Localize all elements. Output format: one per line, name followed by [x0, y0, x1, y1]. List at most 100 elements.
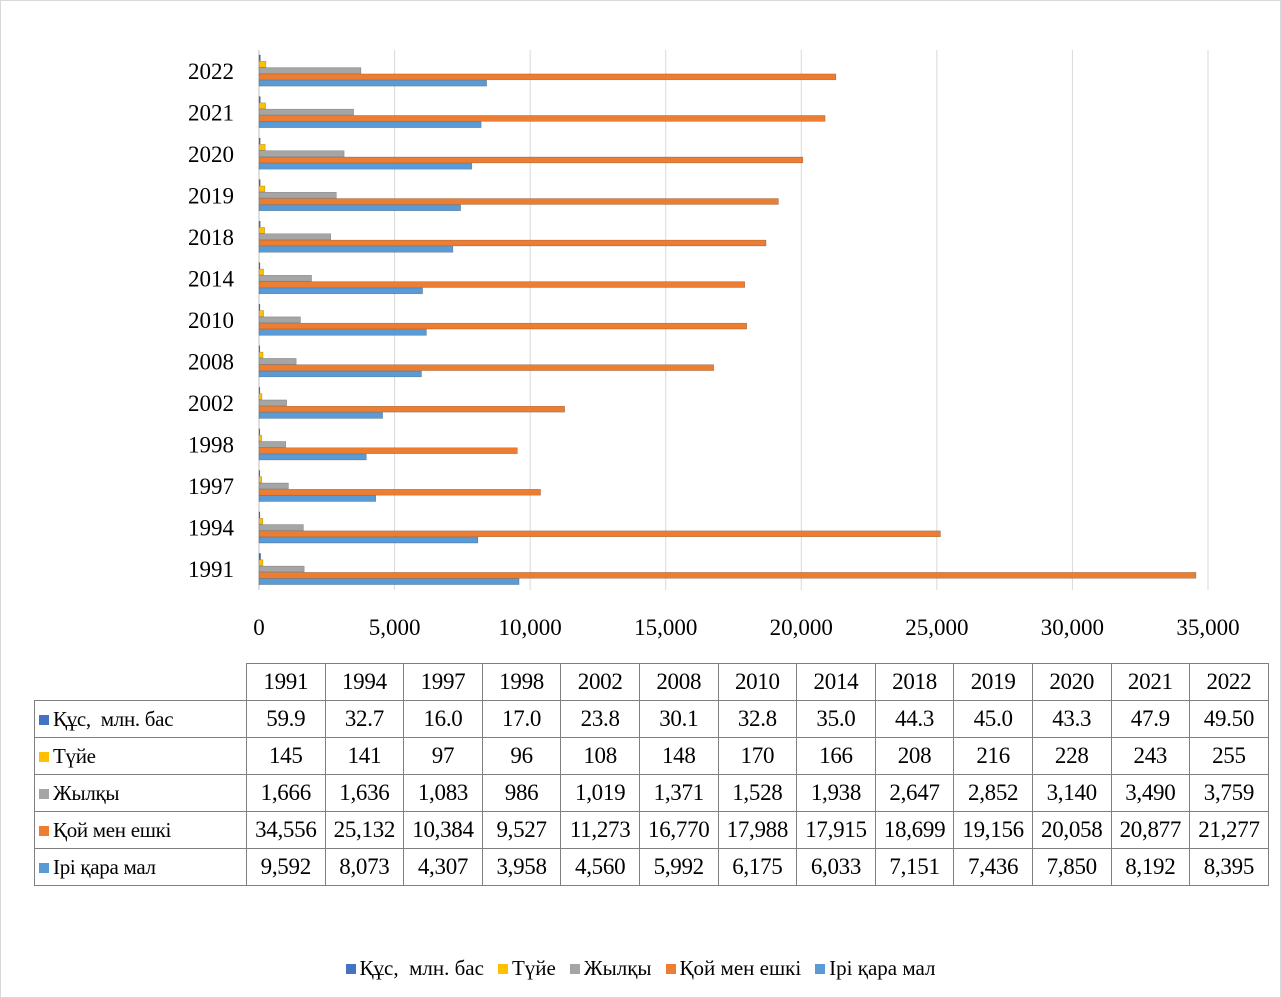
table-cell: 9,527 — [481, 811, 562, 849]
x-tick-label: 0 — [253, 615, 265, 640]
table-cell: 9,592 — [246, 848, 326, 886]
table-cell: 2,852 — [953, 774, 1033, 812]
table-year-header: 2018 — [874, 663, 955, 701]
table-year-header: 1997 — [403, 663, 483, 701]
table-series-label: Қой мен ешкі — [34, 811, 247, 849]
table-cell: 1,528 — [717, 774, 798, 812]
table-cell: 1,019 — [560, 774, 640, 812]
y-tick-label: 2020 — [188, 142, 234, 167]
table-cell: 25,132 — [324, 811, 405, 849]
y-tick-label: 1994 — [188, 516, 235, 541]
table-cell: 4,560 — [560, 848, 640, 886]
bar — [258, 262, 261, 269]
bar — [258, 482, 289, 490]
table-year-header: 2019 — [953, 663, 1033, 701]
table-cell: 7,151 — [874, 848, 955, 886]
y-tick-label: 2021 — [188, 100, 234, 125]
bar — [258, 470, 261, 477]
table-cell: 20,877 — [1110, 811, 1191, 849]
table-cell: 34,556 — [246, 811, 326, 849]
table-corner — [35, 664, 247, 701]
table-cell: 49.50 — [1189, 700, 1269, 738]
bar — [258, 287, 423, 295]
table-series-label: Ірі қара мал — [34, 848, 247, 886]
table-row: Түйе 145 141 97 96 108 148 170 166 208 216 228 243 25… — [34, 737, 1269, 775]
bar — [258, 351, 264, 359]
table-cell: 21,277 — [1189, 811, 1269, 849]
bar — [258, 227, 265, 234]
bar — [258, 578, 520, 585]
table-cell: 8,073 — [324, 848, 405, 886]
table-cell: 170 — [717, 737, 798, 775]
bar — [258, 115, 826, 122]
legend-swatch — [569, 964, 580, 974]
table-year-header: 2014 — [796, 663, 876, 701]
bar — [258, 345, 261, 352]
table-cell: 166 — [796, 737, 876, 775]
legend-item: Түйе — [497, 956, 556, 981]
table-cell: 3,759 — [1189, 774, 1269, 812]
table-cell: 1,371 — [638, 774, 719, 812]
bar — [258, 54, 261, 62]
table-cell: 3,490 — [1110, 774, 1191, 812]
bar — [258, 511, 261, 519]
table-cell: 5,992 — [638, 848, 719, 886]
table-cell: 45.0 — [953, 700, 1033, 738]
table-cell: 1,666 — [246, 774, 326, 812]
bar — [258, 121, 482, 128]
table-cell: 1,083 — [403, 774, 483, 812]
table-cell: 8,192 — [1110, 848, 1191, 886]
y-tick-label: 2018 — [188, 225, 234, 250]
legend-swatch — [345, 964, 356, 974]
bar — [258, 572, 1197, 579]
table-row: Ірі қара мал 9,592 8,073 4,307 3,958 4,560 5,9… — [34, 848, 1269, 886]
legend: Құс, млн. бас Түйе Жылқы Қой мен ешкі Ірі қа… — [0, 956, 1281, 981]
legend-swatch — [815, 964, 826, 974]
bar — [258, 489, 541, 496]
table-cell: 216 — [953, 737, 1033, 775]
bar — [258, 150, 345, 157]
legend-label: Ірі қара мал — [829, 956, 936, 980]
bar — [258, 79, 487, 87]
bar — [258, 268, 264, 276]
legend-swatch — [497, 964, 508, 974]
table-cell: 23.8 — [560, 700, 640, 738]
table-cell: 47.9 — [1110, 700, 1191, 738]
bar — [258, 447, 518, 454]
series-key-swatch — [39, 825, 49, 836]
series-key-swatch — [39, 751, 49, 762]
table-cell: 986 — [481, 774, 562, 812]
y-tick-label: 2019 — [188, 183, 234, 208]
table-cell: 148 — [638, 737, 719, 775]
table-cell: 17,915 — [796, 811, 876, 849]
table-cell: 6,175 — [717, 848, 798, 886]
table-year-header: 2010 — [717, 663, 798, 701]
bar — [258, 553, 261, 560]
bar — [258, 198, 779, 205]
y-tick-label: 2014 — [188, 266, 235, 291]
legend-item: Құс, млн. бас — [345, 956, 484, 981]
bar — [258, 441, 286, 448]
bar — [258, 358, 297, 365]
bar — [258, 364, 714, 371]
bar — [258, 559, 264, 566]
table-cell: 243 — [1110, 737, 1191, 775]
table-cell: 3,958 — [481, 848, 562, 886]
table-cell: 32.7 — [324, 700, 405, 738]
bar — [258, 73, 837, 81]
bar — [258, 246, 454, 253]
table-cell: 145 — [246, 737, 326, 775]
x-tick-label: 5,000 — [369, 615, 421, 640]
table-cell: 7,850 — [1031, 848, 1112, 886]
bar — [258, 163, 473, 170]
series-name: Қой мен ешкі — [53, 817, 172, 842]
bar — [258, 179, 261, 186]
table-cell: 7,436 — [953, 848, 1033, 886]
table-year-header: 2021 — [1110, 663, 1191, 701]
x-tick-label: 30,000 — [1041, 615, 1104, 640]
bar — [258, 144, 266, 151]
table-cell: 1,938 — [796, 774, 876, 812]
series-key-swatch — [39, 714, 49, 725]
series-name: Түйе — [53, 743, 96, 768]
data-table: 1991 1994 1997 1998 2002 2008 2010 2014 2018 2019… — [34, 663, 1269, 886]
